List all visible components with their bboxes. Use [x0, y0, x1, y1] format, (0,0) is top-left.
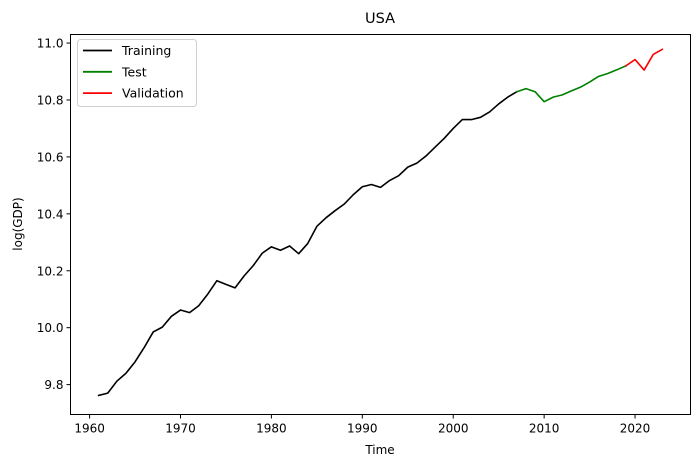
- y-tick-label: 9.8: [44, 378, 63, 392]
- x-tick-label: 2010: [529, 422, 560, 436]
- chart-title: USA: [365, 11, 395, 27]
- legend-label-validation: Validation: [122, 86, 184, 101]
- x-tick-label: 1970: [165, 422, 196, 436]
- x-tick-label: 2000: [438, 422, 469, 436]
- x-tick-label: 1990: [347, 422, 378, 436]
- legend-label-training: Training: [121, 43, 171, 58]
- series-layer: [97, 48, 664, 397]
- x-tick-label: 1960: [74, 422, 105, 436]
- y-axis-title: log(GDP): [11, 197, 25, 250]
- series-line-test: [515, 64, 628, 103]
- legend-box: [77, 39, 197, 107]
- legend: Training Test Validation: [77, 39, 197, 107]
- series-line-validation: [624, 48, 664, 71]
- x-axis: 1960 1970 1980 1990 2000 2010 2020: [74, 414, 651, 436]
- series-line-training: [97, 90, 518, 397]
- y-tick-label: 10.0: [37, 321, 64, 335]
- y-tick-label: 11.0: [37, 37, 64, 51]
- y-tick-label: 10.4: [37, 207, 64, 221]
- y-tick-label: 10.6: [37, 150, 64, 164]
- x-tick-label: 2020: [620, 422, 651, 436]
- y-axis: 9.8 10.0 10.2 10.4 10.6 10.8 11.0: [37, 37, 71, 392]
- x-axis-title: Time: [364, 443, 394, 457]
- x-tick-label: 1980: [256, 422, 287, 436]
- plot-area-frame: [70, 34, 691, 415]
- y-tick-label: 10.2: [37, 264, 64, 278]
- legend-label-test: Test: [121, 64, 147, 79]
- y-tick-label: 10.8: [37, 93, 64, 107]
